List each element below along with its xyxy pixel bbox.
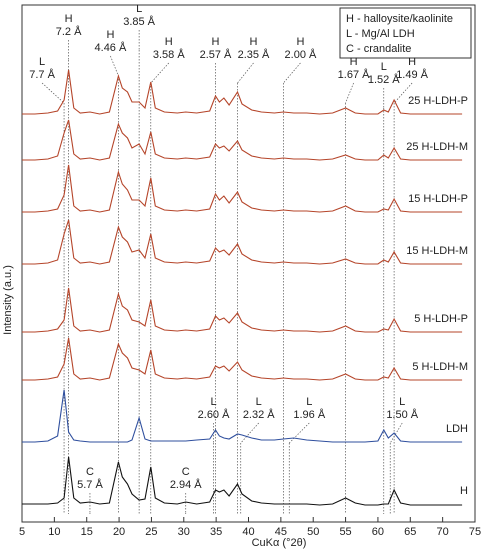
- x-tick-label: 25: [145, 526, 157, 538]
- peak-line: [41, 82, 65, 104]
- peak-label: L: [210, 396, 216, 408]
- peak-label: 2.35 Å: [238, 48, 270, 61]
- series-label: 5 H-LDH-M: [412, 361, 468, 373]
- peak-label: 1.49 Å: [396, 68, 428, 81]
- x-tick-label: 70: [437, 526, 449, 538]
- peak-label: C: [182, 466, 190, 478]
- peak-label: L: [136, 3, 142, 15]
- peak-label: 3.85 Å: [123, 15, 155, 28]
- x-axis-label: CuKα (°2θ): [252, 537, 307, 549]
- peak-label: H: [350, 56, 358, 68]
- series-label: 25 H-LDH-M: [406, 141, 468, 153]
- pattern-line: [22, 456, 463, 506]
- peak-label: 7.2 Å: [56, 25, 82, 38]
- peak-line: [237, 62, 254, 84]
- series-label: 15 H-LDH-M: [406, 245, 468, 257]
- x-tick-label: 55: [339, 526, 351, 538]
- peak-label: 2.32 Å: [243, 408, 275, 421]
- peak-label: 2.94 Å: [170, 478, 202, 491]
- peak-label: H: [250, 36, 258, 48]
- x-tick-label: 15: [81, 526, 93, 538]
- peak-label: H: [165, 36, 173, 48]
- peak-label: H: [106, 29, 114, 41]
- series-label: 15 H-LDH-P: [408, 193, 468, 205]
- series-label: H: [460, 485, 468, 497]
- peak-label: 1.50 Å: [386, 408, 418, 421]
- pattern-line: [22, 287, 463, 333]
- peak-line: [240, 422, 259, 444]
- peak-label: L: [306, 396, 312, 408]
- x-tick-label: 40: [242, 526, 254, 538]
- x-tick-label: 30: [178, 526, 190, 538]
- peak-line: [345, 82, 354, 104]
- legend-text: L - Mg/Al LDH: [346, 28, 415, 40]
- series-label: 5 H-LDH-P: [414, 313, 468, 325]
- peak-label: C: [86, 466, 94, 478]
- x-tick-label: 75: [469, 526, 481, 538]
- peak-label: 2.00 Å: [285, 48, 317, 61]
- x-tick-label: 35: [210, 526, 222, 538]
- pattern-line: [22, 119, 463, 161]
- pattern-line: [22, 69, 463, 115]
- x-tick-label: 45: [275, 526, 287, 538]
- peak-label: H: [296, 36, 304, 48]
- pattern-line: [22, 219, 463, 265]
- peak-label: L: [381, 61, 387, 73]
- pattern-line: [22, 164, 463, 213]
- peak-label: 5.7 Å: [77, 478, 103, 491]
- pattern-line: [22, 337, 463, 381]
- peak-label: 1.52 Å: [368, 73, 400, 86]
- x-tick-label: 65: [404, 526, 416, 538]
- peak-label: L: [39, 56, 45, 68]
- x-tick-label: 50: [307, 526, 319, 538]
- peak-line: [283, 62, 301, 84]
- peak-label: 7.7 Å: [29, 68, 55, 81]
- peak-label: 4.46 Å: [95, 41, 127, 54]
- peak-label: H: [408, 56, 416, 68]
- legend-text: H - halloysite/kaolinite: [346, 13, 453, 25]
- legend-text: C - crandalite: [346, 43, 411, 55]
- peak-label: 1.96 Å: [293, 408, 325, 421]
- series-label: LDH: [446, 423, 468, 435]
- legend-box: [339, 7, 472, 59]
- peak-label: 2.57 Å: [200, 48, 232, 61]
- x-tick-label: 5: [19, 526, 25, 538]
- peak-label: 1.67 Å: [338, 68, 370, 81]
- series-label: 25 H-LDH-P: [408, 95, 468, 107]
- x-tick-label: 20: [113, 526, 125, 538]
- peak-label: 2.60 Å: [198, 408, 230, 421]
- peak-label: H: [212, 36, 220, 48]
- peak-line: [393, 82, 413, 104]
- x-tick-label: 60: [372, 526, 384, 538]
- x-tick-label: 10: [48, 526, 60, 538]
- peak-line: [389, 422, 403, 444]
- peak-line: [110, 55, 119, 77]
- y-axis-label: Intensity (a.u.): [2, 265, 14, 335]
- peak-label: H: [65, 13, 73, 25]
- peak-label: L: [256, 396, 262, 408]
- peak-label: 3.58 Å: [153, 48, 185, 61]
- pattern-line: [22, 389, 463, 443]
- peak-line: [150, 62, 170, 84]
- peak-label: L: [399, 396, 405, 408]
